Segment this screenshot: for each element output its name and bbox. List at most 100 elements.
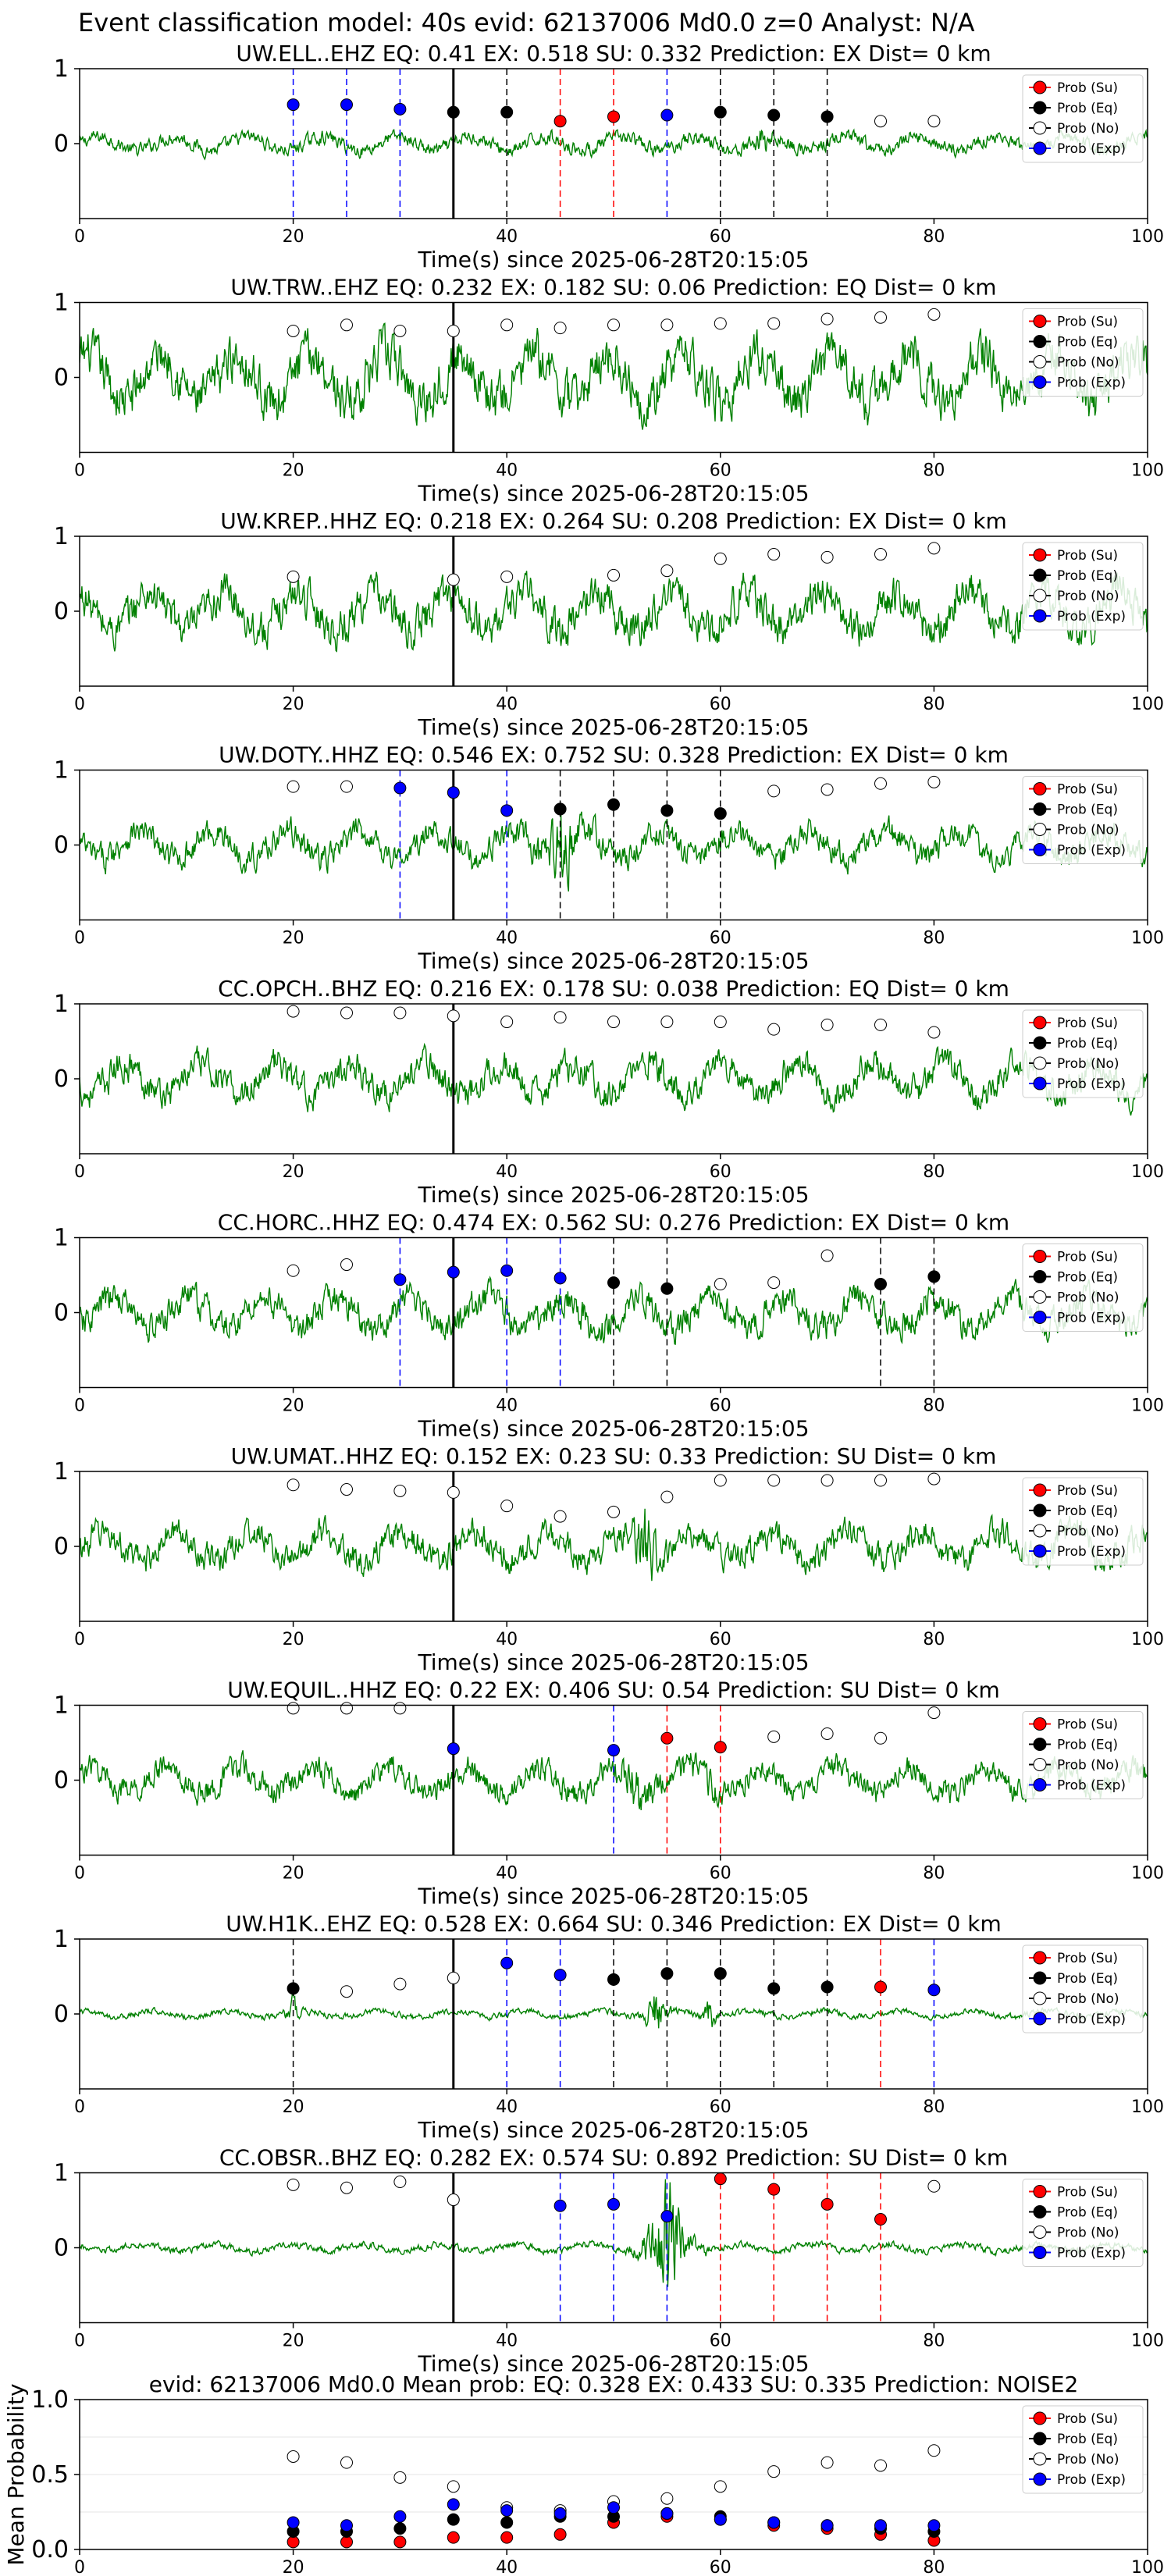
prob-point-no [287, 570, 300, 583]
station-panel: UW.TRW..EHZ EQ: 0.232 EX: 0.182 SU: 0.06… [54, 275, 1164, 507]
legend-marker [1033, 1717, 1047, 1731]
x-tick-label: 40 [496, 2097, 518, 2117]
legend-marker [1033, 1270, 1047, 1283]
prob-point-eq [660, 804, 674, 817]
y-tick-label: 1.0 [31, 2386, 69, 2414]
x-tick-label: 60 [710, 1162, 731, 1182]
legend-marker [1033, 1250, 1047, 1263]
x-axis-label: Time(s) since 2025-06-28T20:15:05 [417, 948, 809, 974]
prob-point-eq [607, 798, 620, 811]
x-tick-label: 100 [1131, 695, 1164, 714]
prob-point-no [660, 1490, 674, 1503]
x-tick-label: 80 [923, 2332, 945, 2351]
station-panel: CC.OBSR..BHZ EQ: 0.282 EX: 0.574 SU: 0.8… [54, 2145, 1164, 2377]
legend-entry: Prob (No) [1057, 121, 1119, 137]
mean-point-no [927, 2444, 941, 2457]
prob-point-no [340, 780, 353, 793]
prob-point-exp [393, 781, 407, 795]
prob-point-no [767, 317, 781, 330]
prob-point-exp [607, 1744, 620, 1757]
prob-point-no [714, 552, 727, 565]
mean-point-exp [287, 2516, 300, 2529]
prob-point-exp [660, 2210, 674, 2223]
prob-point-eq [767, 109, 781, 122]
legend-box [1022, 2405, 1144, 2494]
y-tick-label: 1 [54, 757, 69, 785]
x-tick-label: 100 [1131, 929, 1164, 948]
prob-point-no [820, 783, 834, 796]
axes-frame [79, 2399, 1148, 2550]
legend-marker [1033, 2205, 1047, 2218]
prob-point-eq [287, 1982, 300, 1995]
prob-point-exp [287, 98, 300, 112]
legend-marker [1033, 315, 1047, 328]
x-axis-label: Time(s) since 2025-06-28T20:15:05 [417, 1884, 809, 1909]
legend-entry: Prob (No) [1057, 2452, 1119, 2467]
prob-point-no [553, 1011, 567, 1024]
x-tick-label: 20 [283, 2097, 304, 2117]
panel-title: UW.TRW..EHZ EQ: 0.232 EX: 0.182 SU: 0.06… [230, 275, 996, 301]
mean-point-su [393, 2535, 407, 2549]
prob-point-no [447, 2194, 460, 2207]
prob-point-no [287, 2178, 300, 2191]
x-tick-label: 20 [283, 1162, 304, 1182]
panel-title: CC.OPCH..BHZ EQ: 0.216 EX: 0.178 SU: 0.0… [218, 976, 1009, 1002]
x-tick-label: 60 [710, 227, 731, 247]
legend-entry: Prob (Eq) [1057, 802, 1118, 818]
legend-marker [1033, 335, 1047, 348]
x-tick-label: 100 [1131, 1162, 1164, 1182]
prob-point-no [393, 2176, 407, 2189]
prob-point-no [714, 317, 727, 330]
prob-point-no [287, 1005, 300, 1018]
y-tick-label: 1 [54, 1458, 69, 1485]
legend-marker [1033, 1311, 1047, 1324]
station-panel: UW.DOTY..HHZ EQ: 0.546 EX: 0.752 SU: 0.3… [54, 742, 1164, 974]
prob-point-no [500, 1016, 514, 1029]
legend-marker [1033, 80, 1047, 94]
x-tick-label: 0 [74, 1397, 85, 1416]
mean-point-no [767, 2465, 781, 2478]
legend-entry: Prob (No) [1057, 823, 1119, 838]
legend-entry: Prob (Eq) [1057, 335, 1118, 350]
x-tick-label: 60 [710, 929, 731, 948]
legend-entry: Prob (Su) [1057, 2185, 1118, 2201]
legend-marker [1033, 1503, 1047, 1517]
x-tick-label: 100 [1131, 1630, 1164, 1649]
prob-point-no [927, 775, 941, 788]
prob-point-no [767, 1474, 781, 1487]
prob-point-su [553, 115, 567, 128]
panel-title: CC.OBSR..BHZ EQ: 0.282 EX: 0.574 SU: 0.8… [219, 2145, 1008, 2171]
prob-point-no [393, 1977, 407, 1991]
panel-title: UW.KREP..HHZ EQ: 0.218 EX: 0.264 SU: 0.2… [220, 508, 1007, 534]
prob-point-no [820, 312, 834, 326]
panel-title: UW.H1K..EHZ EQ: 0.528 EX: 0.664 SU: 0.34… [226, 1911, 1001, 1937]
x-tick-label: 80 [923, 1864, 945, 1884]
station-panel: UW.UMAT..HHZ EQ: 0.152 EX: 0.23 SU: 0.33… [54, 1443, 1164, 1675]
prob-point-eq [660, 1967, 674, 1980]
prob-point-eq [607, 1973, 620, 1986]
axes-frame [79, 1704, 1148, 1856]
prob-point-no [287, 1702, 300, 1715]
x-tick-label: 20 [283, 461, 304, 481]
x-tick-label: 60 [710, 2097, 731, 2117]
legend-entry: Prob (Eq) [1057, 1503, 1118, 1519]
prob-point-eq [714, 105, 727, 119]
station-panel: UW.EQUIL..HHZ EQ: 0.22 EX: 0.406 SU: 0.5… [54, 1678, 1164, 1909]
x-tick-label: 0 [74, 929, 85, 948]
axes-frame [79, 535, 1148, 687]
waveform-trace [80, 1508, 1148, 1582]
legend-entry: Prob (No) [1057, 589, 1119, 604]
mean-point-exp [927, 2519, 941, 2532]
prob-point-no [607, 318, 620, 332]
x-tick-label: 60 [710, 1630, 731, 1649]
legend-marker [1033, 1076, 1047, 1091]
prob-point-no [820, 1249, 834, 1262]
legend-entry: Prob (No) [1057, 355, 1119, 371]
legend-entry: Prob (Exp) [1057, 1778, 1126, 1794]
x-tick-label: 100 [1131, 227, 1164, 247]
y-tick-label: 1 [54, 1225, 69, 1252]
prob-point-exp [393, 1273, 407, 1286]
legend-entry: Prob (Eq) [1057, 1270, 1118, 1286]
y-tick-label: 0 [54, 365, 69, 392]
prob-point-exp [393, 102, 407, 116]
